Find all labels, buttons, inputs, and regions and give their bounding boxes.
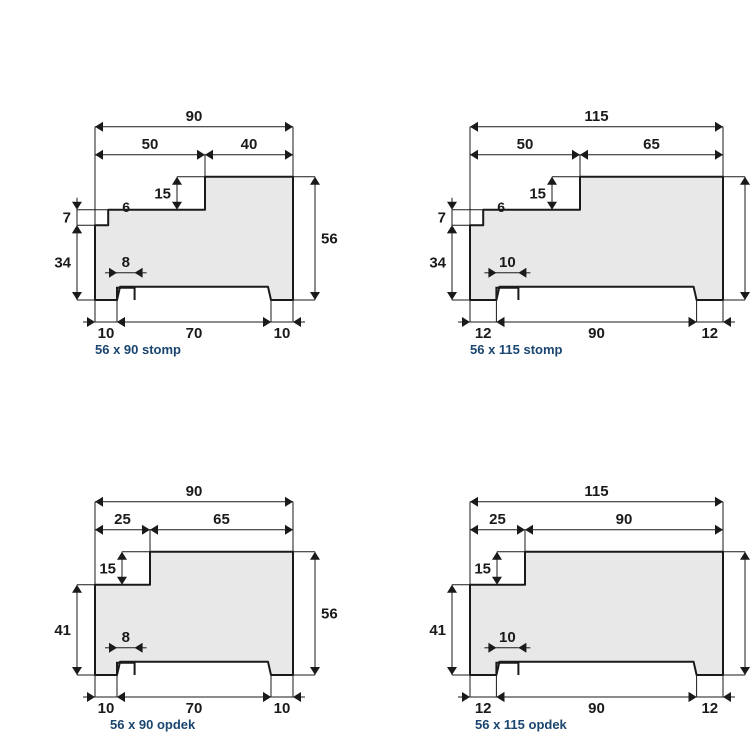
caption-p4: 56 x 115 opdek (475, 717, 567, 732)
svg-text:10: 10 (499, 629, 516, 646)
svg-text:6: 6 (497, 199, 505, 215)
caption-p2: 56 x 115 stomp (470, 342, 563, 357)
caption-p3: 56 x 90 opdek (110, 717, 195, 732)
profile-drawing-p1: 90 50 40 6 15 7 34 56 10 70 10 8 (0, 0, 375, 375)
svg-text:90: 90 (616, 511, 633, 528)
svg-text:10: 10 (274, 700, 291, 717)
svg-text:12: 12 (701, 325, 718, 342)
svg-text:65: 65 (643, 136, 660, 153)
svg-text:6: 6 (122, 199, 130, 215)
svg-text:115: 115 (584, 483, 608, 500)
svg-text:50: 50 (517, 136, 534, 153)
svg-text:41: 41 (429, 622, 446, 639)
svg-text:8: 8 (122, 254, 130, 271)
svg-text:10: 10 (98, 325, 115, 342)
svg-text:40: 40 (241, 136, 258, 153)
svg-text:34: 34 (429, 255, 446, 272)
svg-text:15: 15 (154, 185, 171, 202)
cell-p2: 11550656157345612901210 56 x 115 stomp (375, 0, 750, 375)
profile-drawing-p4: 115259015415612901210 (375, 375, 750, 750)
svg-text:90: 90 (588, 700, 605, 717)
svg-text:15: 15 (99, 560, 116, 577)
svg-text:10: 10 (499, 254, 516, 271)
profile-drawing-p2: 11550656157345612901210 (375, 0, 750, 375)
svg-text:25: 25 (114, 511, 131, 528)
svg-text:15: 15 (529, 185, 546, 202)
drawing-grid: 90 50 40 6 15 7 34 56 10 70 10 8 56 x 90 stomp 115 5… (0, 0, 750, 750)
svg-text:70: 70 (186, 325, 203, 342)
svg-text:115: 115 (584, 108, 608, 125)
svg-text:90: 90 (186, 108, 203, 125)
svg-text:12: 12 (701, 700, 718, 717)
svg-text:70: 70 (186, 700, 203, 717)
svg-text:90: 90 (186, 483, 203, 500)
svg-text:12: 12 (475, 700, 492, 717)
caption-p1: 56 x 90 stomp (95, 342, 181, 357)
svg-text:65: 65 (213, 511, 230, 528)
svg-text:41: 41 (54, 622, 71, 639)
svg-text:50: 50 (142, 136, 159, 153)
svg-text:15: 15 (474, 560, 491, 577)
svg-text:56: 56 (321, 230, 338, 247)
svg-text:7: 7 (438, 210, 446, 227)
profile-drawing-p3: 90 25 65 15 41 56 10 70 10 8 (0, 375, 375, 750)
cell-p3: 90 25 65 15 41 56 10 70 10 8 56 x 90 opdek (0, 375, 375, 750)
cell-p4: 115259015415612901210 56 x 115 opdek (375, 375, 750, 750)
cell-p1: 90 50 40 6 15 7 34 56 10 70 10 8 56 x 90 stomp (0, 0, 375, 375)
svg-text:34: 34 (54, 255, 71, 272)
svg-text:10: 10 (274, 325, 291, 342)
svg-text:90: 90 (588, 325, 605, 342)
svg-text:56: 56 (321, 605, 338, 622)
svg-text:8: 8 (122, 629, 130, 646)
svg-text:12: 12 (475, 325, 492, 342)
svg-text:25: 25 (489, 511, 506, 528)
svg-text:10: 10 (98, 700, 115, 717)
svg-text:7: 7 (63, 210, 71, 227)
